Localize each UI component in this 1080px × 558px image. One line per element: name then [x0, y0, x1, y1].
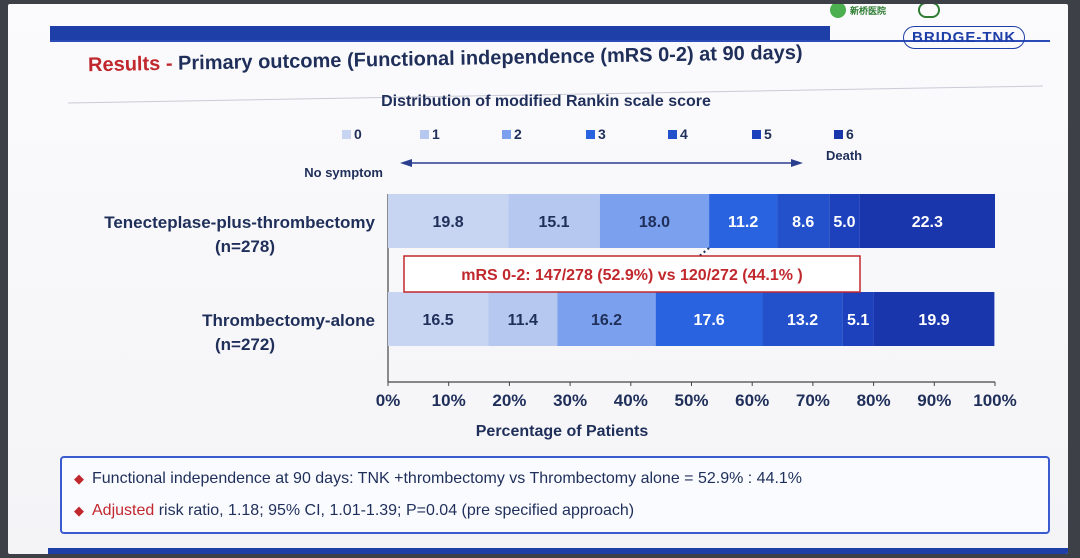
scale-left-label: No symptom: [304, 165, 383, 180]
header-rule: [50, 40, 1050, 42]
data-label-mrs1-row1: 15.1: [538, 214, 569, 231]
category-label-row2: Thrombectomy-alone: [202, 311, 375, 330]
data-label-mrs6-row1: 22.3: [912, 214, 943, 231]
bar-segment-mrs1-row2: [488, 292, 558, 346]
diamond-bullet-icon: ◆: [74, 471, 84, 486]
x-tick-label-8: 80%: [857, 391, 891, 410]
bar-segment-mrs6-row2: [873, 292, 995, 346]
bar-segment-mrs3-row2: [655, 292, 763, 346]
bar-segment-mrs6-row1: [859, 194, 995, 248]
x-tick-label-2: 20%: [492, 391, 526, 410]
annotation-box: [403, 255, 861, 293]
bar-segment-mrs0-row1: [388, 194, 509, 248]
data-label-mrs6-row2: 19.9: [918, 312, 949, 329]
partner-emblem-icon: [918, 4, 940, 18]
bar-segment-mrs5-row1: [829, 194, 860, 248]
legend-swatch-4: [668, 130, 677, 139]
legend-swatch-3: [586, 130, 595, 139]
summary-text-1: Functional independence at 90 days: TNK …: [92, 470, 803, 487]
legend-swatch-5: [752, 130, 761, 139]
x-tick-label-5: 50%: [674, 391, 708, 410]
x-tick-label-10: 100%: [973, 391, 1016, 410]
x-axis-label: Percentage of Patients: [476, 423, 649, 440]
legend-swatch-2: [502, 130, 511, 139]
legend-label-3: 3: [598, 126, 606, 142]
data-label-mrs2-row2: 16.2: [591, 312, 622, 329]
data-label-mrs0-row2: 16.5: [423, 312, 454, 329]
legend-swatch-6: [834, 130, 843, 139]
summary-line-2: ◆ Adjusted risk ratio, 1.18; 95% CI, 1.01…: [74, 502, 634, 520]
summary-line-1: ◆ Functional independence at 90 days: TNK…: [74, 470, 802, 488]
bar-segment-mrs4-row1: [777, 194, 830, 248]
bar-segment-mrs3-row1: [709, 194, 778, 248]
legend-swatch-0: [342, 130, 351, 139]
bar-segment-mrs5-row2: [842, 292, 874, 346]
hospital-logo-text: 新桥医院: [850, 5, 887, 16]
hospital-logo: 新桥医院: [830, 4, 886, 18]
bar-segment-mrs2-row1: [599, 194, 710, 248]
legend-label-2: 2: [514, 126, 522, 142]
scale-right-label: Death: [826, 148, 862, 163]
data-label-mrs3-row2: 17.6: [694, 312, 725, 329]
data-label-mrs1-row2: 11.4: [508, 312, 538, 329]
x-tick-label-4: 40%: [614, 391, 648, 410]
data-label-mrs4-row2: 13.2: [787, 312, 818, 329]
annotation-text: mRS 0-2: 147/278 (52.9%) vs 120/272 (44.…: [461, 267, 803, 284]
bar-segment-mrs2-row2: [557, 292, 656, 346]
legend-label-5: 5: [764, 126, 772, 142]
header-bar: [50, 26, 830, 40]
x-tick-label-9: 90%: [917, 391, 951, 410]
partner-logo: [918, 4, 940, 18]
data-label-mrs2-row1: 18.0: [639, 214, 670, 231]
bar-segment-mrs0-row2: [388, 292, 489, 346]
category-n-row1: (n=278): [215, 237, 275, 256]
footer-bar: [48, 548, 1068, 554]
summary-box: ◆ Functional independence at 90 days: TNK…: [60, 456, 1050, 534]
data-label-mrs3-row1: 11.2: [728, 214, 758, 231]
data-label-mrs5-row2: 5.1: [847, 312, 869, 329]
x-tick-label-6: 60%: [735, 391, 769, 410]
summary-text-2: risk ratio, 1.18; 95% CI, 1.01-1.39; P=0…: [154, 502, 635, 519]
x-tick-label-3: 30%: [553, 391, 587, 410]
data-label-mrs4-row1: 8.6: [792, 214, 814, 231]
hospital-emblem-icon: [830, 4, 846, 18]
category-n-row2: (n=272): [215, 335, 275, 354]
x-tick-label-7: 70%: [796, 391, 830, 410]
legend-label-0: 0: [354, 126, 362, 142]
bar-segment-mrs1-row1: [508, 194, 600, 248]
summary-adjusted-word: Adjusted: [92, 502, 155, 519]
legend-label-4: 4: [680, 126, 688, 142]
category-label-row1: Tenecteplase-plus-thrombectomy: [104, 213, 375, 232]
arrow-right-icon: [791, 159, 803, 167]
diamond-bullet-icon: ◆: [74, 503, 84, 518]
x-tick-label-1: 10%: [432, 391, 466, 410]
brand-badge: BRIDGE-TNK: [903, 26, 1026, 49]
slide: 新桥医院 BRIDGE-TNK Results - Primary outcom…: [8, 4, 1068, 554]
data-label-mrs5-row1: 5.0: [833, 214, 855, 231]
legend-swatch-1: [420, 130, 429, 139]
chart-title: Distribution of modified Rankin scale sc…: [381, 93, 711, 110]
x-tick-label-0: 0%: [376, 391, 401, 410]
arrow-left-icon: [400, 159, 412, 167]
legend-label-6: 6: [846, 126, 854, 142]
data-label-mrs0-row1: 19.8: [433, 214, 464, 231]
bar-segment-mrs4-row2: [762, 292, 843, 346]
legend-label-1: 1: [432, 126, 440, 142]
